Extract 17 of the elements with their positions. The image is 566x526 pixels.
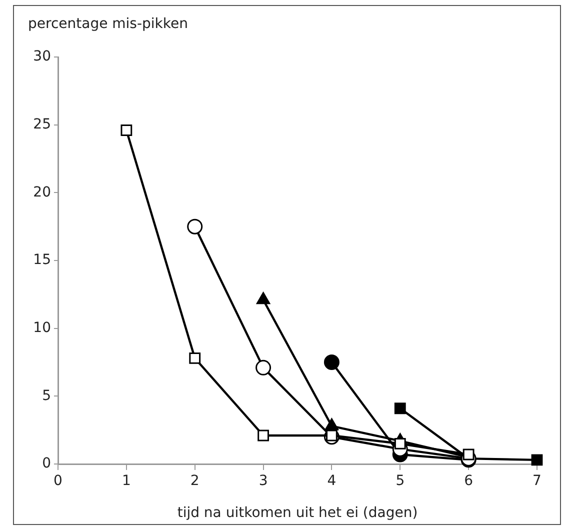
- x-tick-label: 5: [396, 473, 405, 490]
- y-tick-label: 25: [33, 116, 51, 132]
- y-tick-label: 10: [33, 320, 51, 336]
- x-axis-title: tijd na uitkomen uit het ei (dagen): [177, 505, 418, 522]
- x-tick-label: 4: [327, 473, 336, 490]
- x-tick-label: 2: [190, 473, 200, 490]
- y-axis-title: percentage mis-pikken: [28, 16, 188, 32]
- x-tick-label: 1: [122, 473, 131, 490]
- y-tick-label: 0: [42, 456, 51, 472]
- y-tick-label: 20: [33, 184, 51, 200]
- y-tick-label: 5: [42, 388, 51, 404]
- x-tick-label: 7: [532, 473, 542, 490]
- y-tick-label: 15: [33, 252, 51, 268]
- x-tick-label: 0: [54, 473, 62, 490]
- x-tick-label: 3: [258, 473, 268, 490]
- y-tick-label: 30: [33, 48, 51, 65]
- x-tick-label: 6: [464, 473, 474, 490]
